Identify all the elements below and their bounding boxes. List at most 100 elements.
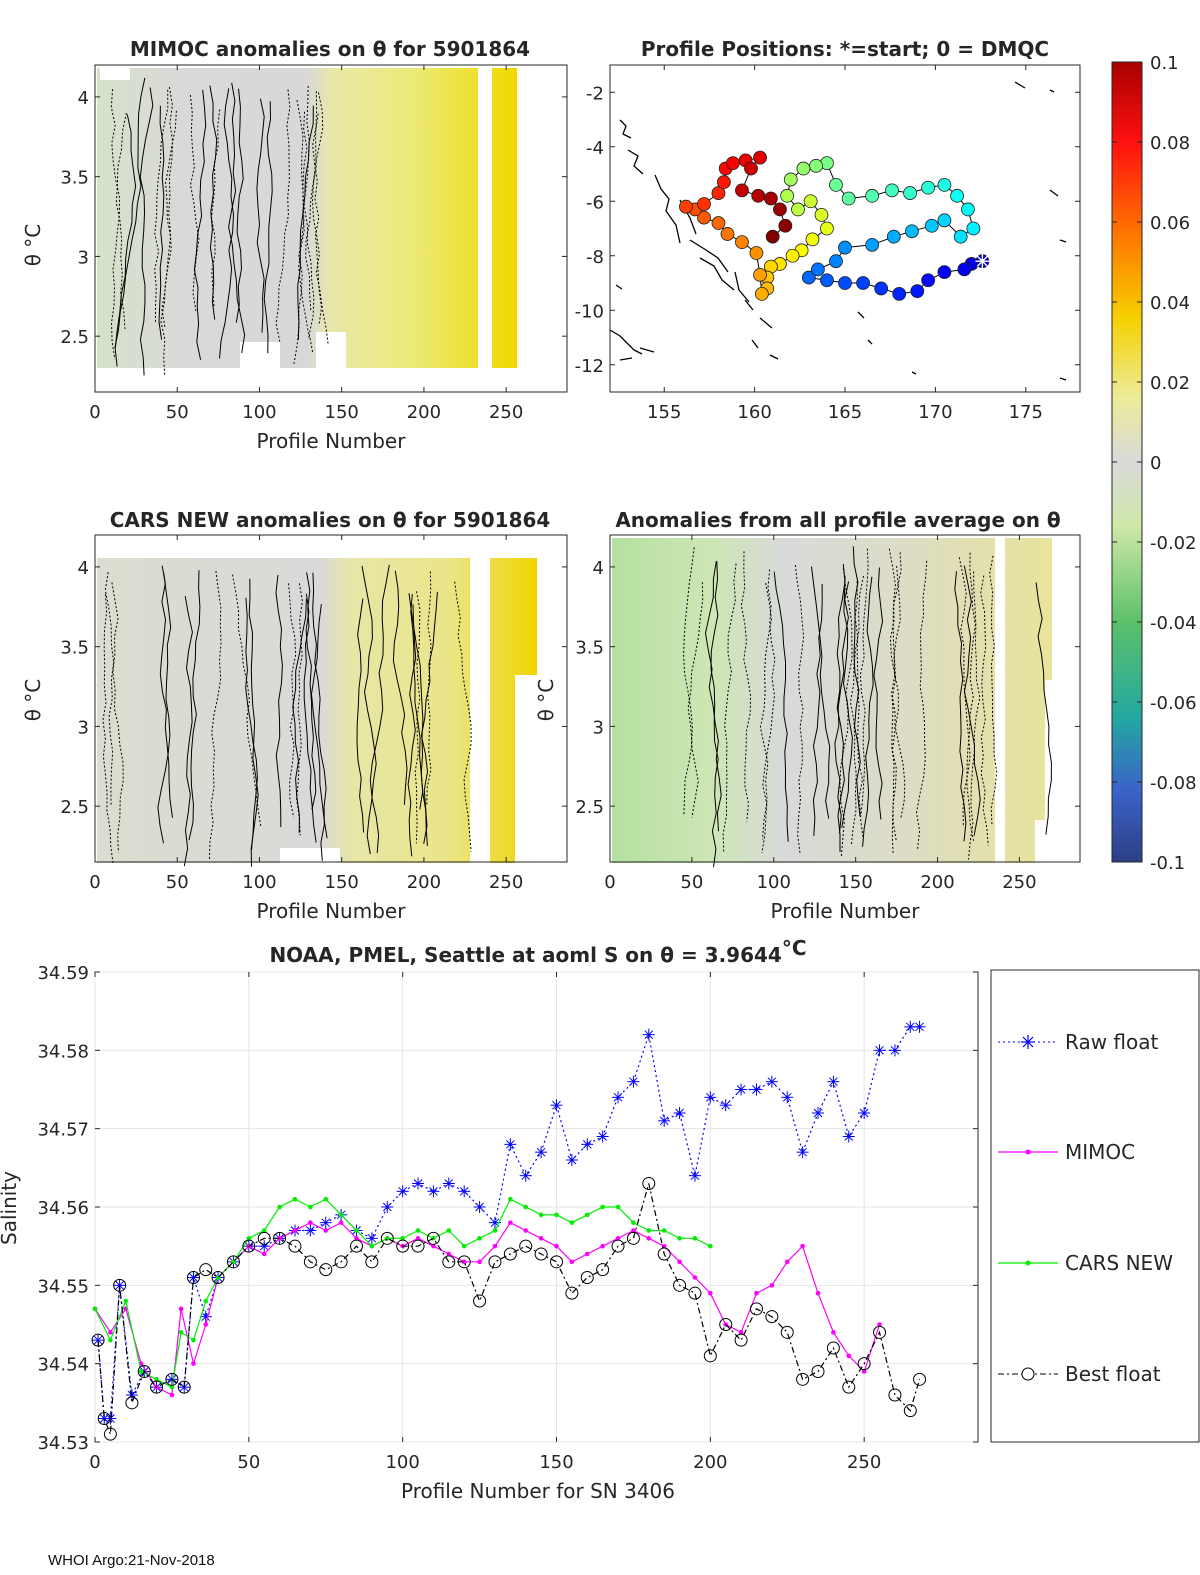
profile-position-point [885,183,899,198]
cars-new-point [203,1298,209,1304]
profile-position-point [726,156,740,171]
raw-float-point-stroke [459,1186,469,1196]
raw-float-point-stroke [782,1092,792,1102]
mimoc-point [477,1259,482,1265]
colorbar: 0.1 0.08 0.06 0.04 0.02 0 -0.02 -0.04 -0.06 -0.08… [1111,53,1197,874]
raw-float-point [535,1146,548,1159]
cars-new-point [554,1212,559,1218]
best-float-point [811,1365,825,1378]
raw-float-point [581,1138,594,1151]
avg-field-gap-c [1045,680,1055,820]
raw-float-point-stroke [813,1108,823,1118]
raw-float-point [688,1169,701,1182]
best-float-point [873,1325,887,1339]
contour-line [893,565,906,818]
avg-field-1 [612,538,1052,863]
raw-float-point [888,1044,901,1057]
profile-position-point [805,232,820,247]
best-float-point [565,1286,579,1300]
contour-line [454,581,472,852]
profile-position-point [865,188,880,203]
contour-line [410,593,428,847]
profile-position-point [751,188,766,203]
mimoc-point [554,1243,559,1249]
mimoc-point [323,1228,329,1233]
avg-ylabel: θ °C [534,679,558,722]
mimoc-point [277,1236,282,1241]
cars-new-point [369,1243,375,1249]
contour-line [683,582,704,817]
profile-position-point [773,202,787,217]
cars-new-point [508,1196,513,1202]
profile-position-point [711,216,726,230]
cars-new-point [708,1243,713,1249]
mimoc-ytick-label: 4 [78,88,89,109]
profile-position-point [744,161,758,176]
profile-position-point [735,183,749,198]
raw-float-point [704,1091,717,1104]
best-float-point [765,1310,779,1324]
mimoc-point [831,1330,836,1335]
legend-raw-marker [1021,1035,1035,1049]
mimoc-point [738,1330,744,1335]
positions-ticks: 155 160 165 170 175 -2 -4 -6 -8 -10 -12 [575,65,1080,423]
best-float-point [199,1263,213,1277]
contour-line [980,575,989,846]
contour-line [891,552,902,841]
profile-position-point [865,237,880,252]
mimoc-point [800,1243,805,1249]
legend-raw-float: Raw float [998,1030,1159,1054]
salinity-title-main: NOAA, PMEL, Seattle at aoml S on θ = 3.9… [269,943,781,967]
contour-line [114,77,146,348]
profile-position-point [953,229,968,244]
mimoc-ticks: 0 50 100 150 200 250 2.5 3 3.5 4 [60,65,567,423]
avg-xtick-label: 200 [920,872,954,893]
positions-ytick-label: -4 [586,138,604,159]
contour-line [311,92,329,345]
contour-line [154,89,169,324]
mimoc-point [877,1322,882,1327]
avg-xtick-label: 150 [838,872,872,893]
contour-line [114,114,137,367]
raw-float-point [719,1099,732,1112]
colorbar-tick-label: 0.08 [1150,133,1190,154]
best-float-point [177,1380,191,1394]
contour-line [263,101,273,354]
salinity-ytick-label: 34.54 [37,1355,89,1376]
profile-position-point [814,207,829,222]
raw-float-point-stroke [567,1155,577,1165]
mimoc-xtick-label: 200 [407,402,441,423]
mimoc-xtick-label: 50 [166,402,189,423]
profile-position-point [957,262,972,277]
contour-line [110,89,121,360]
contour-line [297,105,314,340]
salinity-legend: Raw float MIMOC CARS NEW Best float [990,969,1200,1443]
salinity-series [91,1020,927,1441]
mimoc-point [692,1275,698,1280]
cars-new-point [308,1204,313,1210]
contour-line [369,564,390,854]
cars-new-point [646,1228,652,1233]
cars-new-point [600,1204,605,1210]
contour-line [292,598,307,833]
raw-float-point [673,1107,686,1119]
colorbar-ticks: 0.1 0.08 0.06 0.04 0.02 0 -0.02 -0.04 -0.06 -0.08… [1112,53,1197,874]
contour-line [958,557,971,828]
cars-xtick-label: 150 [325,872,359,893]
cars-xlabel: Profile Number [257,899,407,923]
legend-best-label: Best float [1065,1362,1161,1386]
mimoc-point [769,1283,775,1288]
contour-line [954,571,967,842]
mimoc-axes [94,64,568,393]
series-raw-float-line [97,1026,920,1420]
contour-line [159,565,173,818]
profile-position-point [765,229,780,244]
raw-float-point-stroke [167,1374,177,1384]
contour-line [193,89,207,360]
avg-ytick-label: 3.5 [575,638,604,659]
profile-position-point [753,150,767,165]
raw-float-point-stroke [398,1186,408,1196]
cars-new-point [261,1228,267,1233]
contour-line [407,604,417,857]
best-float-point [380,1231,394,1245]
